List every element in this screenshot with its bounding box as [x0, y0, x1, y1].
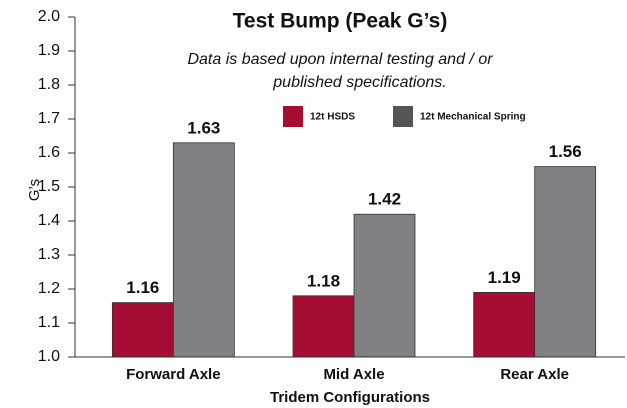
y-tick-label: 1.0 — [38, 348, 60, 365]
bar — [473, 291, 536, 358]
y-tick-label: 2.0 — [38, 8, 60, 25]
chart-title: Test Bump (Peak G’s) — [233, 10, 448, 33]
y-tick-label: 1.7 — [38, 110, 60, 127]
legend-swatch — [393, 106, 413, 127]
bar — [111, 302, 174, 358]
x-axis-label: Tridem Configurations — [270, 389, 430, 406]
y-tick-label: 1.2 — [38, 280, 60, 297]
bar — [172, 142, 235, 358]
data-label: 1.42 — [368, 190, 401, 209]
x-tick-label: Forward Axle — [126, 366, 220, 383]
legend-swatch — [283, 106, 303, 127]
y-tick-label: 1.6 — [38, 144, 60, 161]
chart-subtitle: Data is based upon internal testing and … — [187, 51, 493, 68]
data-label: 1.18 — [307, 271, 340, 290]
bar — [353, 213, 416, 358]
chart-subtitle: published specifications. — [272, 74, 446, 91]
x-tick-label: Rear Axle — [500, 366, 569, 383]
data-label: 1.19 — [488, 268, 521, 287]
y-tick-label: 1.9 — [38, 42, 60, 59]
bar — [292, 295, 355, 358]
legend-label: 12t HSDS — [310, 112, 355, 123]
bar — [534, 166, 597, 358]
data-label: 1.63 — [187, 118, 220, 137]
x-tick-label: Mid Axle — [323, 366, 384, 383]
data-label: 1.56 — [549, 142, 582, 161]
legend-label: 12t Mechanical Spring — [420, 112, 526, 123]
data-label: 1.16 — [126, 278, 159, 297]
y-tick-label: 1.8 — [38, 76, 60, 93]
y-tick-label: 1.4 — [38, 212, 60, 229]
y-tick-label: 1.1 — [38, 314, 60, 331]
y-tick-label: 1.3 — [38, 246, 60, 263]
y-axis-label: G’s — [26, 179, 43, 201]
y-tick-label: 1.5 — [38, 178, 60, 195]
